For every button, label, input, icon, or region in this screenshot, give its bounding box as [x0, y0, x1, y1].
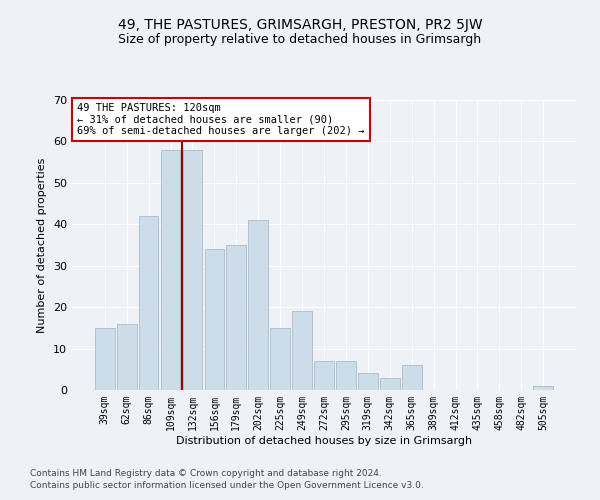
- Text: Contains public sector information licensed under the Open Government Licence v3: Contains public sector information licen…: [30, 480, 424, 490]
- Bar: [139, 216, 158, 390]
- Y-axis label: Number of detached properties: Number of detached properties: [37, 158, 47, 332]
- X-axis label: Distribution of detached houses by size in Grimsargh: Distribution of detached houses by size …: [176, 436, 472, 446]
- Text: 49, THE PASTURES, GRIMSARGH, PRESTON, PR2 5JW: 49, THE PASTURES, GRIMSARGH, PRESTON, PR…: [118, 18, 482, 32]
- Bar: [95, 328, 115, 390]
- Bar: [205, 249, 224, 390]
- Bar: [533, 386, 553, 390]
- Bar: [402, 365, 422, 390]
- Bar: [270, 328, 290, 390]
- Bar: [314, 361, 334, 390]
- Bar: [336, 361, 356, 390]
- Bar: [248, 220, 268, 390]
- Bar: [182, 150, 202, 390]
- Bar: [380, 378, 400, 390]
- Bar: [161, 150, 181, 390]
- Bar: [117, 324, 137, 390]
- Text: Contains HM Land Registry data © Crown copyright and database right 2024.: Contains HM Land Registry data © Crown c…: [30, 469, 382, 478]
- Text: 49 THE PASTURES: 120sqm
← 31% of detached houses are smaller (90)
69% of semi-de: 49 THE PASTURES: 120sqm ← 31% of detache…: [77, 103, 365, 136]
- Bar: [226, 245, 246, 390]
- Bar: [292, 312, 312, 390]
- Bar: [358, 374, 378, 390]
- Text: Size of property relative to detached houses in Grimsargh: Size of property relative to detached ho…: [118, 32, 482, 46]
